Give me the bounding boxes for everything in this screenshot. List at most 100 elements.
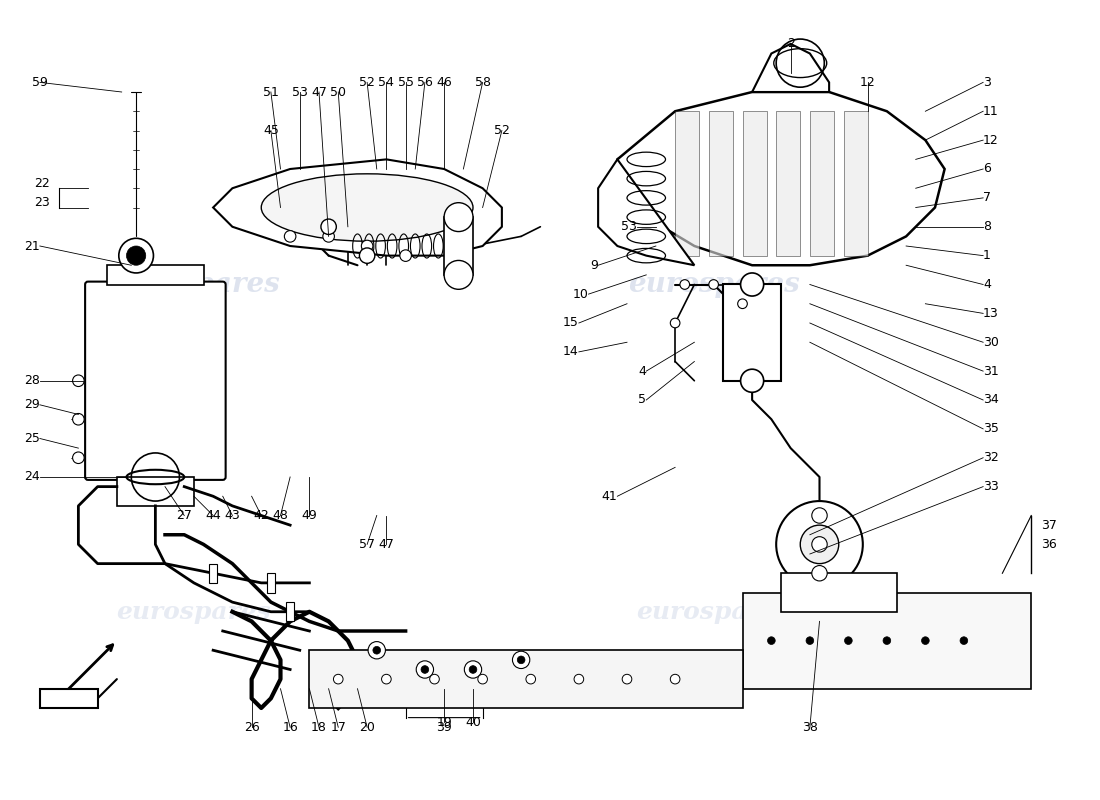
Circle shape: [708, 280, 718, 290]
Text: 53: 53: [620, 220, 637, 234]
Text: 37: 37: [1041, 518, 1057, 532]
Circle shape: [284, 230, 296, 242]
Text: 34: 34: [983, 394, 999, 406]
Text: 12: 12: [860, 76, 876, 89]
Text: 58: 58: [474, 76, 491, 89]
Text: 14: 14: [563, 346, 579, 358]
Polygon shape: [675, 111, 700, 256]
Circle shape: [517, 656, 525, 664]
Circle shape: [845, 637, 853, 645]
Polygon shape: [40, 689, 98, 708]
Circle shape: [574, 674, 584, 684]
FancyBboxPatch shape: [85, 282, 226, 480]
Circle shape: [960, 637, 968, 645]
Polygon shape: [810, 111, 834, 256]
Text: 52: 52: [360, 76, 375, 89]
Text: 17: 17: [330, 721, 346, 734]
Bar: [309, 650, 742, 708]
Text: 13: 13: [983, 307, 999, 320]
Circle shape: [801, 525, 838, 564]
Circle shape: [526, 674, 536, 684]
Bar: [209, 564, 217, 583]
Text: 33: 33: [983, 480, 999, 493]
Circle shape: [670, 674, 680, 684]
Text: 22: 22: [34, 177, 50, 190]
Circle shape: [368, 642, 385, 659]
Circle shape: [768, 637, 776, 645]
Circle shape: [73, 375, 85, 386]
Text: 47: 47: [311, 86, 327, 98]
Text: 15: 15: [563, 317, 579, 330]
Circle shape: [812, 566, 827, 581]
Text: 21: 21: [24, 239, 40, 253]
Text: 51: 51: [263, 86, 278, 98]
Circle shape: [416, 661, 433, 678]
Text: 48: 48: [273, 509, 288, 522]
Text: 46: 46: [437, 76, 452, 89]
Circle shape: [73, 414, 85, 425]
Text: eurospares: eurospares: [636, 600, 791, 624]
Circle shape: [806, 637, 814, 645]
Circle shape: [373, 646, 381, 654]
Text: 43: 43: [224, 509, 240, 522]
Text: 53: 53: [292, 86, 308, 98]
Circle shape: [119, 238, 154, 273]
Text: eurospares: eurospares: [628, 271, 800, 298]
Text: 26: 26: [244, 721, 260, 734]
Text: 11: 11: [983, 105, 999, 118]
Polygon shape: [742, 111, 767, 256]
Circle shape: [777, 501, 862, 588]
Text: 31: 31: [983, 365, 999, 378]
Circle shape: [922, 637, 930, 645]
Circle shape: [477, 674, 487, 684]
Text: 9: 9: [591, 258, 598, 272]
Circle shape: [469, 666, 477, 674]
Circle shape: [421, 666, 429, 674]
Bar: [444, 217, 473, 275]
Polygon shape: [108, 266, 204, 285]
Circle shape: [623, 674, 631, 684]
Circle shape: [360, 248, 375, 263]
Text: 7: 7: [983, 191, 991, 204]
Bar: [267, 574, 275, 593]
Polygon shape: [777, 111, 801, 256]
Text: 25: 25: [24, 432, 40, 445]
Circle shape: [321, 219, 337, 234]
Circle shape: [680, 280, 690, 290]
Polygon shape: [752, 44, 829, 92]
Circle shape: [430, 674, 439, 684]
Text: 10: 10: [573, 288, 588, 301]
Bar: [286, 602, 294, 622]
Text: eurospares: eurospares: [117, 600, 272, 624]
Text: 12: 12: [983, 134, 999, 146]
Circle shape: [444, 202, 473, 231]
Circle shape: [812, 508, 827, 523]
Text: 27: 27: [176, 509, 192, 522]
Text: 49: 49: [301, 509, 317, 522]
Text: 19: 19: [437, 716, 452, 729]
Polygon shape: [213, 159, 502, 256]
Text: 28: 28: [24, 374, 40, 387]
Text: 6: 6: [983, 162, 991, 175]
Circle shape: [464, 661, 482, 678]
Text: 1: 1: [983, 249, 991, 262]
Circle shape: [444, 261, 473, 290]
Bar: [117, 477, 194, 506]
Circle shape: [126, 246, 146, 266]
Text: 54: 54: [378, 76, 394, 89]
Text: 59: 59: [32, 76, 47, 89]
Text: 42: 42: [253, 509, 270, 522]
Circle shape: [670, 318, 680, 328]
Text: 52: 52: [494, 124, 509, 137]
Ellipse shape: [262, 174, 473, 241]
Bar: [742, 593, 1032, 689]
Circle shape: [740, 273, 763, 296]
Circle shape: [333, 674, 343, 684]
Circle shape: [738, 299, 747, 309]
Text: 47: 47: [378, 538, 394, 551]
Text: 24: 24: [24, 470, 40, 483]
Text: 29: 29: [24, 398, 40, 411]
Text: 45: 45: [263, 124, 278, 137]
Text: 20: 20: [360, 721, 375, 734]
Text: 56: 56: [417, 76, 432, 89]
